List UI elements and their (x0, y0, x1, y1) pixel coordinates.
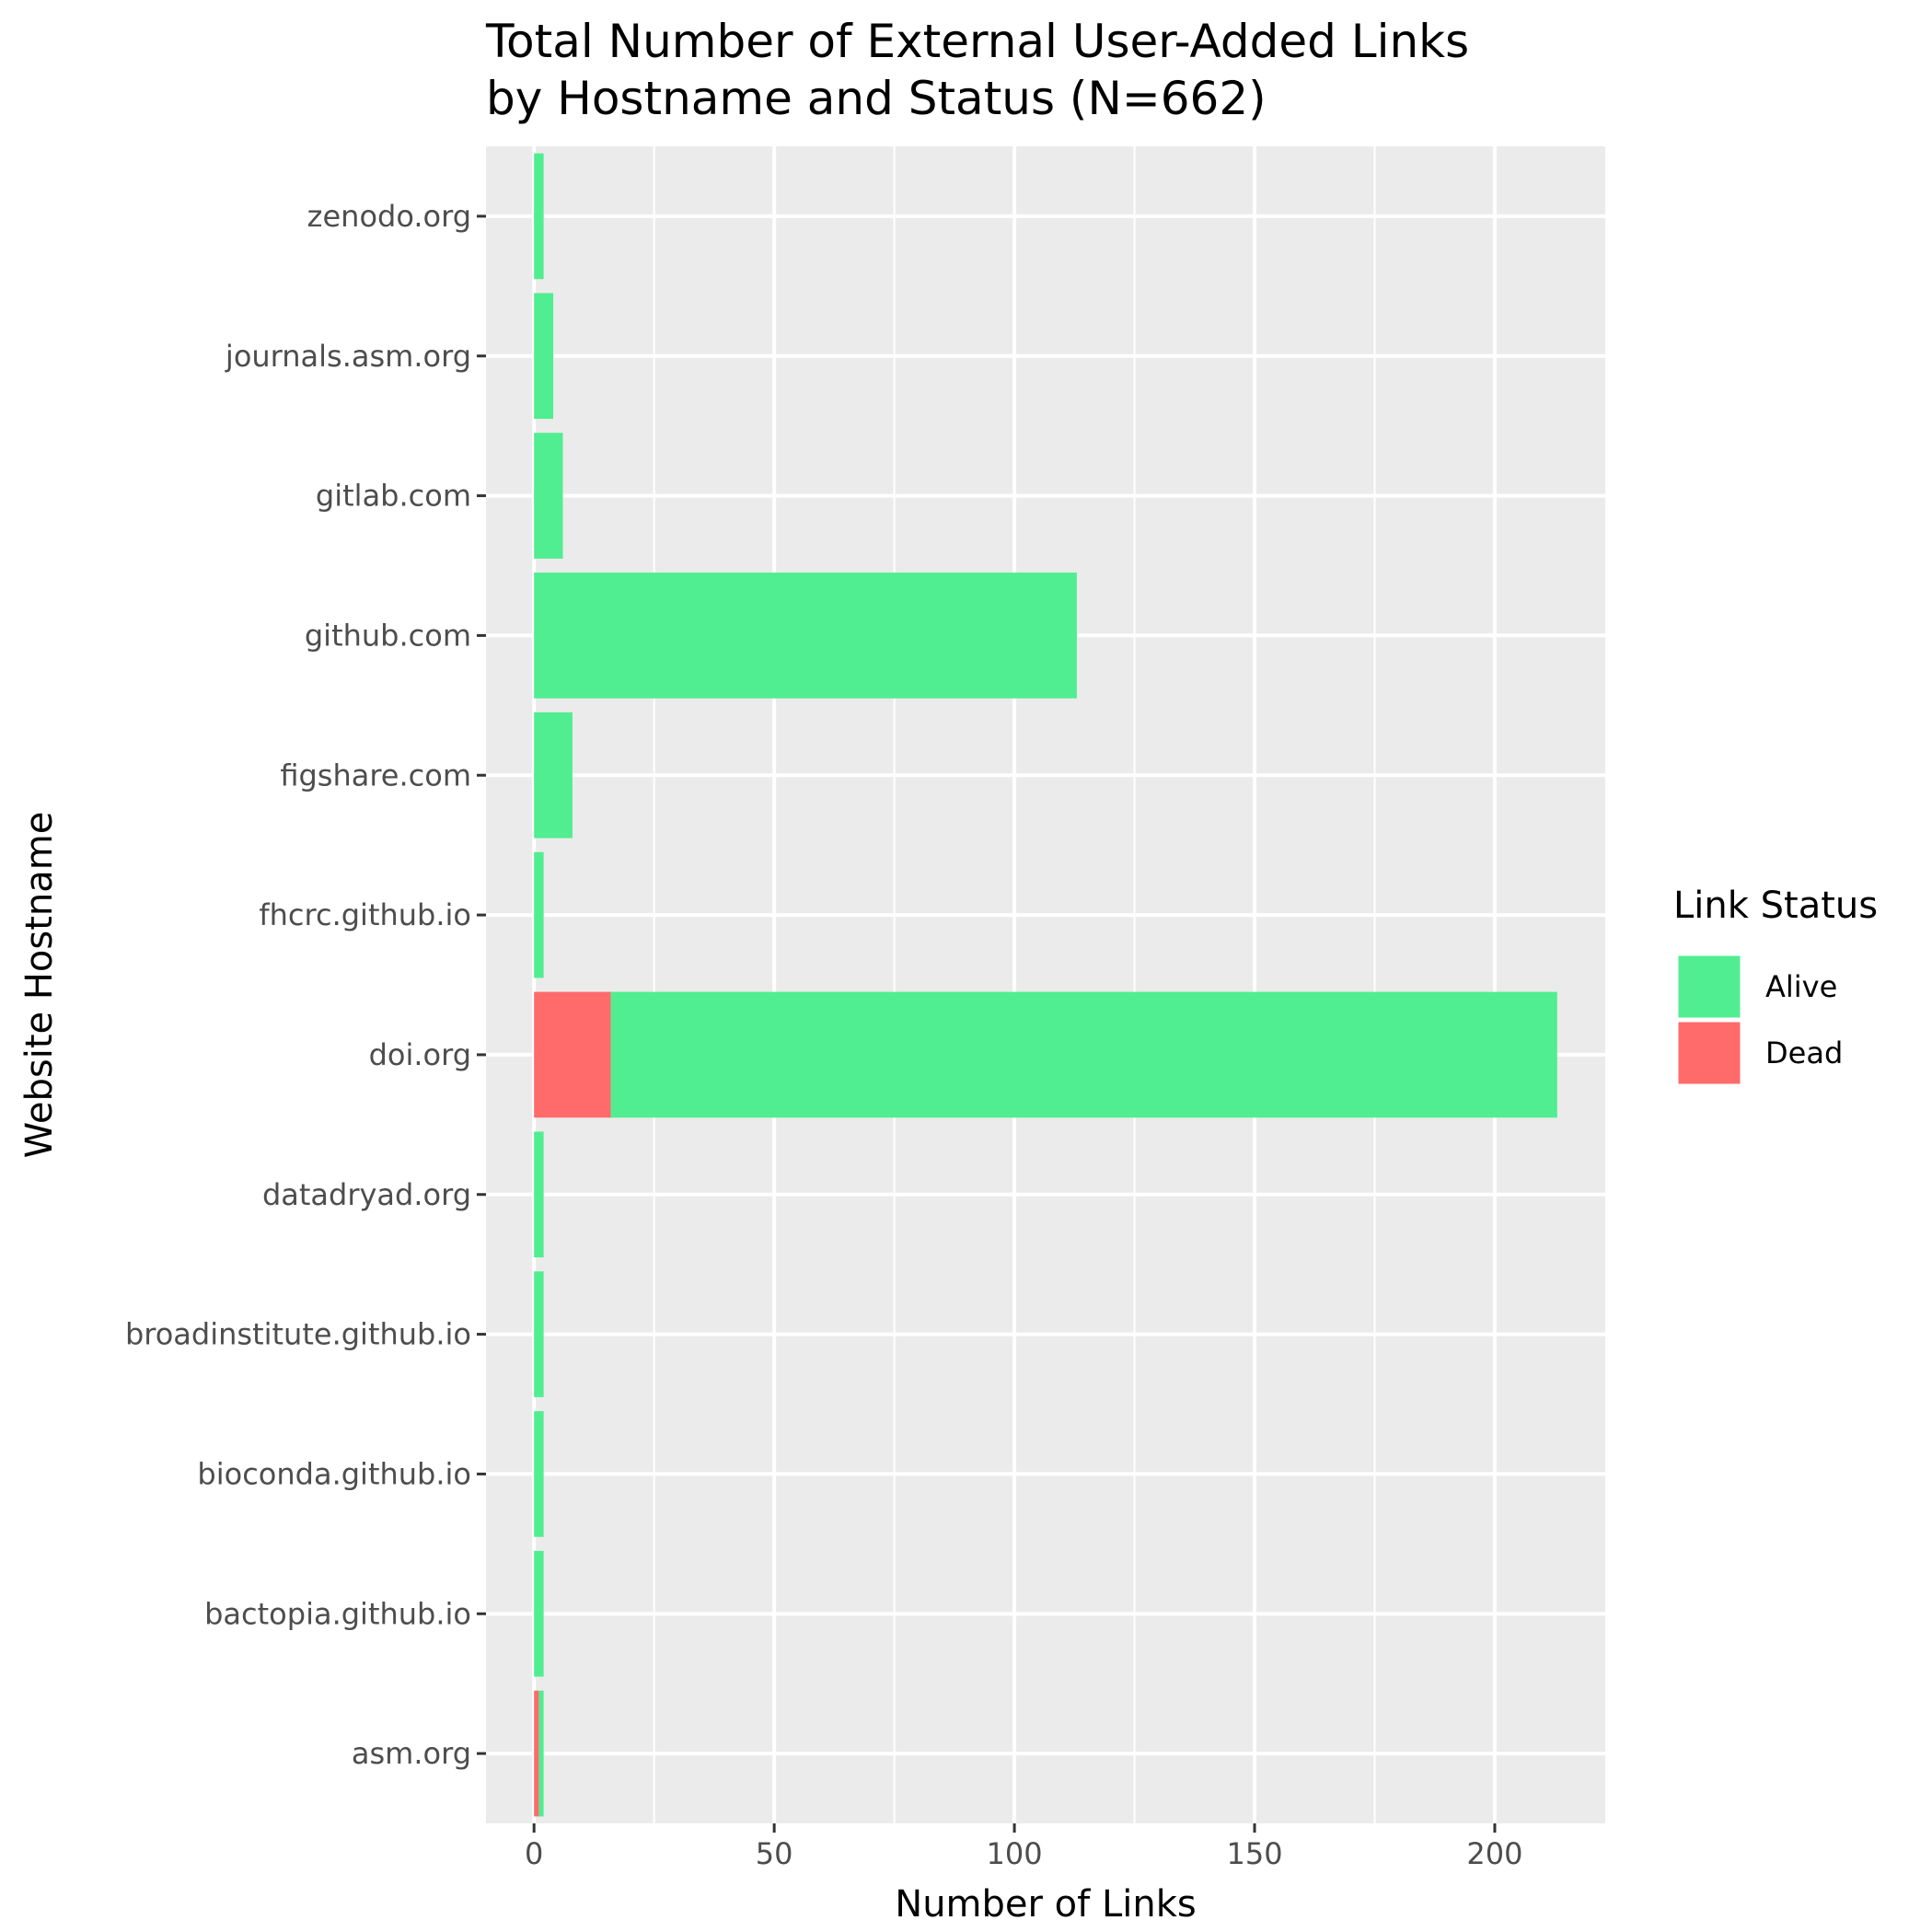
x-tick-label: 100 (987, 1836, 1043, 1871)
y-tick-label: github.com (305, 618, 471, 653)
y-tick-label: gitlab.com (316, 479, 471, 514)
legend: Link Status Alive Dead (1673, 885, 1878, 1087)
x-axis: 0 50 100 150 200 (525, 1823, 1523, 1871)
x-axis-title: Number of Links (895, 1883, 1196, 1926)
x-tick-label: 150 (1226, 1836, 1282, 1871)
chart-title-line-2: by Hostname and Status (N=662) (486, 72, 1267, 125)
y-tick-label: doi.org (369, 1037, 471, 1072)
bar-dead-asm-org (534, 1690, 539, 1817)
y-tick-label: bioconda.github.io (197, 1456, 471, 1491)
minor-gridlines (653, 146, 1376, 1823)
bar-alive-journals-asm-org (534, 293, 554, 420)
bar-alive-asm-org (538, 1690, 544, 1817)
y-tick-label: journals.asm.org (225, 339, 471, 374)
y-tick-label: fhcrc.github.io (259, 897, 471, 932)
y-tick-label: figshare.com (280, 758, 471, 792)
bar-alive-datadryad-org (534, 1131, 544, 1258)
bars (534, 153, 1557, 1817)
x-tick-label: 50 (756, 1836, 793, 1871)
bar-alive-bioconda-github-io (534, 1411, 544, 1537)
chart-title-line-1: Total Number of External User-Added Link… (485, 15, 1469, 68)
legend-key-alive (1675, 953, 1743, 1021)
y-tick-label: bactopia.github.io (204, 1596, 471, 1631)
legend-label-alive: Alive (1765, 969, 1837, 1004)
bar-alive-gitlab-com (534, 433, 563, 559)
bar-alive-doi-org (610, 991, 1557, 1118)
bar-alive-bactopia-github-io (534, 1550, 544, 1677)
bar-alive-github-com (534, 573, 1077, 699)
legend-label-dead: Dead (1765, 1035, 1843, 1070)
plot-panel (486, 146, 1605, 1823)
bar-alive-figshare-com (534, 711, 573, 839)
legend-key-dead (1675, 1019, 1743, 1087)
y-tick-label: asm.org (352, 1736, 471, 1771)
bar-alive-fhcrc-github-io (534, 851, 544, 978)
legend-title: Link Status (1673, 885, 1878, 927)
bar-dead-doi-org (534, 991, 611, 1118)
bar-alive-zenodo-org (534, 153, 544, 280)
bar-alive-broadinstitute-github-io (534, 1271, 544, 1397)
y-tick-label: zenodo.org (307, 199, 471, 234)
x-tick-label: 200 (1466, 1836, 1522, 1871)
y-tick-label: broadinstitute.github.io (125, 1317, 471, 1352)
x-tick-label: 0 (525, 1836, 543, 1871)
y-axis: asm.org bactopia.github.io bioconda.github… (125, 199, 486, 1771)
y-axis-title: Website Hostname (18, 812, 61, 1159)
y-tick-label: datadryad.org (262, 1177, 471, 1212)
